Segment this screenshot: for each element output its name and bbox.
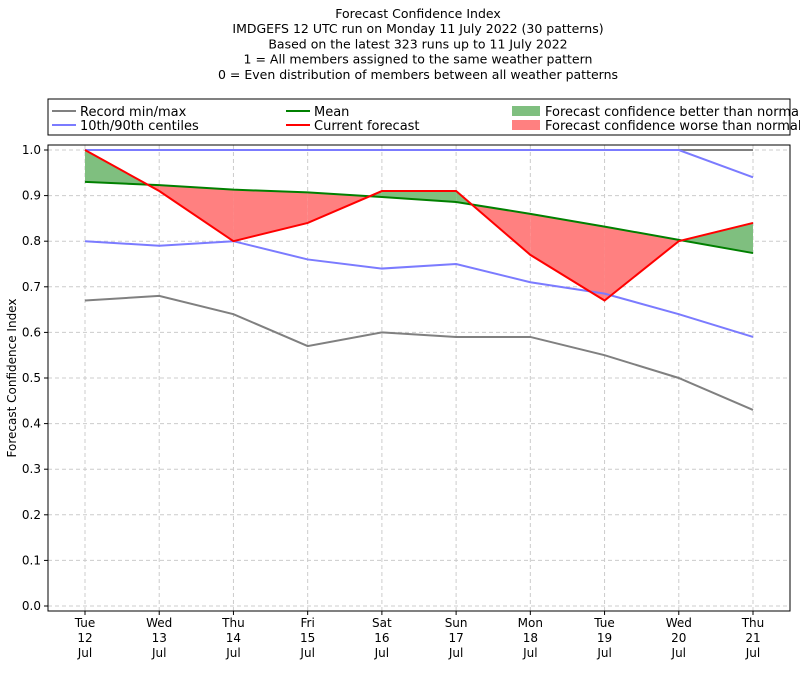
title-line: 1 = All members assigned to the same wea… (244, 52, 593, 67)
legend-label: Forecast confidence better than normal (545, 105, 800, 120)
legend-box (47, 98, 791, 136)
x-tick-label: Wed (666, 616, 692, 630)
y-tick-label: 0.2 (22, 508, 41, 522)
fill-worse (604, 226, 679, 301)
y-tick-label: 0.1 (22, 553, 41, 567)
x-tick-label: 17 (448, 631, 463, 645)
series-line-mean (84, 180, 754, 255)
axes: 0.00.10.20.30.40.50.60.70.80.91.0Tue12Ju… (22, 143, 764, 660)
title-line: 0 = Even distribution of members between… (218, 67, 618, 82)
y-tick-label: 0.0 (22, 599, 41, 613)
legend-label: Current forecast (314, 119, 420, 134)
x-tick-label: Jul (522, 646, 537, 660)
fills (85, 150, 753, 301)
x-tick-label: 14 (226, 631, 241, 645)
title-line: Forecast Confidence Index (335, 6, 501, 21)
series-lines (84, 149, 754, 411)
title-line: Based on the latest 323 runs up to 11 Ju… (268, 36, 567, 51)
x-tick-label: 13 (152, 631, 167, 645)
y-axis-label: Forecast Confidence Index (5, 299, 19, 458)
x-tick-label: Jul (374, 646, 389, 660)
x-tick-label: 19 (597, 631, 612, 645)
x-tick-label: Thu (221, 616, 245, 630)
x-tick-label: Mon (518, 616, 543, 630)
x-tick-label: Jul (225, 646, 240, 660)
series-line-current (84, 149, 754, 302)
legend-label: 10th/90th centiles (80, 119, 199, 134)
fill-better (381, 191, 457, 202)
x-tick-label: 16 (374, 631, 389, 645)
grid (48, 145, 790, 611)
legend-label: Mean (314, 105, 349, 120)
fill-worse (159, 185, 234, 242)
x-tick-label: 20 (671, 631, 686, 645)
fill-worse (233, 189, 308, 242)
x-tick-label: Sun (445, 616, 468, 630)
x-tick-label: Thu (741, 616, 765, 630)
legend-label: Record min/max (80, 105, 187, 120)
y-tick-label: 0.3 (22, 462, 41, 476)
legend-label: Forecast confidence worse than normal (545, 119, 800, 134)
x-tick-label: Wed (146, 616, 172, 630)
x-tick-label: Jul (596, 646, 611, 660)
x-tick-label: 21 (745, 631, 760, 645)
title-line: IMDGEFS 12 UTC run on Monday 11 July 202… (232, 21, 603, 36)
fill-worse (530, 213, 605, 301)
y-tick-label: 0.9 (22, 189, 41, 203)
legend-swatch (512, 120, 540, 130)
legend-swatch (512, 106, 540, 116)
y-tick-label: 1.0 (22, 143, 41, 157)
series-line-p10 (84, 240, 754, 338)
y-tick-label: 0.6 (22, 325, 41, 339)
y-tick-label: 0.8 (22, 234, 41, 248)
x-tick-label: Fri (301, 616, 315, 630)
x-tick-label: Jul (671, 646, 686, 660)
x-tick-label: Jul (299, 646, 314, 660)
x-tick-label: Jul (77, 646, 92, 660)
x-tick-label: Tue (74, 616, 96, 630)
fill-better (682, 222, 753, 254)
x-tick-label: 18 (523, 631, 538, 645)
series-line-p90 (85, 149, 754, 179)
x-tick-label: Jul (745, 646, 760, 660)
x-tick-label: Sat (372, 616, 392, 630)
y-tick-label: 0.5 (22, 371, 41, 385)
x-tick-label: Jul (448, 646, 463, 660)
y-tick-label: 0.7 (22, 280, 41, 294)
x-tick-label: 12 (77, 631, 92, 645)
series-line-min (84, 294, 754, 411)
x-tick-label: Tue (593, 616, 615, 630)
x-tick-label: 15 (300, 631, 315, 645)
y-tick-label: 0.4 (22, 417, 41, 431)
x-tick-label: Jul (151, 646, 166, 660)
